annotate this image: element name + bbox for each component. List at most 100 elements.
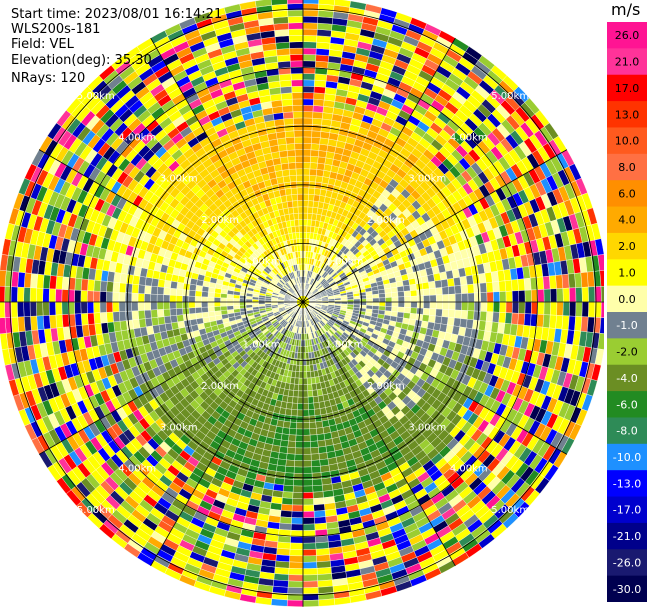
ppi-gate	[555, 315, 564, 330]
ppi-gate	[461, 293, 469, 303]
ppi-gate	[307, 390, 314, 398]
ppi-gate	[302, 384, 308, 392]
ppi-gate	[537, 289, 545, 303]
ppi-gate	[316, 560, 332, 569]
ppi-gate	[302, 409, 310, 417]
ppi-gate	[302, 174, 310, 182]
ppi-gate	[302, 47, 317, 55]
ppi-gate	[562, 287, 570, 303]
ppi-gate	[302, 549, 317, 557]
ppi-gate	[524, 289, 532, 303]
ppi-gate	[310, 447, 320, 455]
ppi-gate	[302, 238, 307, 246]
ppi-gate	[454, 285, 462, 295]
ppi-gate	[569, 301, 577, 317]
ppi-gate	[150, 285, 158, 295]
ppi-gate	[302, 396, 309, 404]
ppi-gate	[281, 433, 290, 442]
ppi-gate	[302, 162, 311, 170]
ppi-gate	[48, 301, 56, 316]
ppi-gate	[372, 297, 380, 303]
ppi-gate	[315, 54, 330, 63]
ppi-gate	[74, 313, 83, 327]
ppi-gate	[220, 305, 228, 311]
ppi-gate	[118, 301, 126, 312]
ppi-gate	[302, 225, 308, 233]
ppi-gate	[245, 304, 253, 309]
ppi-gate	[87, 301, 94, 314]
ppi-gate	[131, 310, 139, 321]
ppi-gate	[550, 301, 558, 316]
ppi-gate	[207, 306, 215, 313]
ppi-gate	[313, 497, 325, 506]
ppi-gate	[473, 283, 481, 294]
ppi-gate	[233, 298, 240, 303]
ppi-gate	[55, 288, 63, 303]
ppi-gate	[378, 293, 386, 299]
ppi-gate	[87, 279, 95, 292]
ppi-gate	[138, 284, 146, 294]
ppi-gate	[279, 439, 289, 448]
ppi-gate	[568, 273, 576, 289]
ppi-gate	[479, 311, 487, 322]
ppi-gate	[289, 542, 304, 550]
ppi-gate	[201, 301, 209, 308]
ppi-gate	[42, 288, 50, 303]
ppi-gate	[302, 485, 314, 493]
ppi-gate	[125, 292, 132, 303]
ppi-gate	[397, 291, 405, 298]
ppi-gate	[302, 79, 315, 87]
ppi-gate	[201, 291, 209, 298]
ppi-gate	[36, 301, 44, 317]
ppi-gate	[131, 301, 139, 312]
ppi-gate	[302, 352, 307, 360]
ppi-gate	[42, 274, 51, 289]
ppi-gate	[315, 541, 330, 550]
ppi-gate	[311, 130, 322, 138]
ppi-gate	[313, 402, 321, 410]
ppi-gate	[288, 434, 297, 442]
ppi-gate	[157, 278, 166, 288]
ppi-gate	[428, 280, 436, 289]
ppi-gate	[10, 286, 18, 303]
ppi-gate	[302, 460, 312, 468]
ppi-gate	[316, 554, 331, 563]
ppi-gate	[201, 296, 209, 303]
ppi-gate	[302, 117, 313, 125]
ppi-gate	[296, 422, 304, 430]
ppi-gate	[291, 504, 304, 512]
ppi-gate	[569, 287, 577, 303]
ppi-gate	[208, 311, 216, 318]
ppi-gate	[309, 168, 318, 176]
ppi-gate	[23, 287, 31, 303]
ppi-gate	[561, 315, 570, 331]
ppi-gate	[492, 281, 500, 293]
ppi-gate	[391, 291, 399, 298]
ppi-gate	[302, 86, 315, 93]
ppi-gate	[377, 288, 386, 295]
ppi-gate	[384, 287, 392, 294]
ppi-gate	[270, 598, 288, 607]
ppi-gate	[302, 365, 307, 372]
ppi-gate	[454, 309, 462, 319]
ppi-gate	[302, 473, 313, 480]
ppi-gate	[511, 312, 519, 325]
ppi-gate	[151, 317, 160, 327]
ppi-gate	[302, 454, 312, 461]
ppi-gate	[17, 301, 25, 318]
ppi-gate	[282, 420, 291, 429]
ppi-gate	[474, 292, 481, 303]
ppi-gate	[119, 282, 127, 293]
ppi-gate	[499, 301, 507, 313]
ppi-gate	[315, 535, 329, 544]
ppi-gate	[423, 295, 431, 303]
ppi-gate	[315, 175, 324, 184]
ppi-gate	[549, 314, 557, 329]
ppi-gate	[189, 318, 198, 327]
ppi-gate	[442, 301, 450, 310]
ppi-gate	[80, 301, 88, 314]
ppi-gate	[453, 276, 461, 287]
ppi-gate	[302, 479, 313, 487]
ppi-gate	[0, 301, 6, 319]
ppi-gate	[302, 390, 309, 398]
